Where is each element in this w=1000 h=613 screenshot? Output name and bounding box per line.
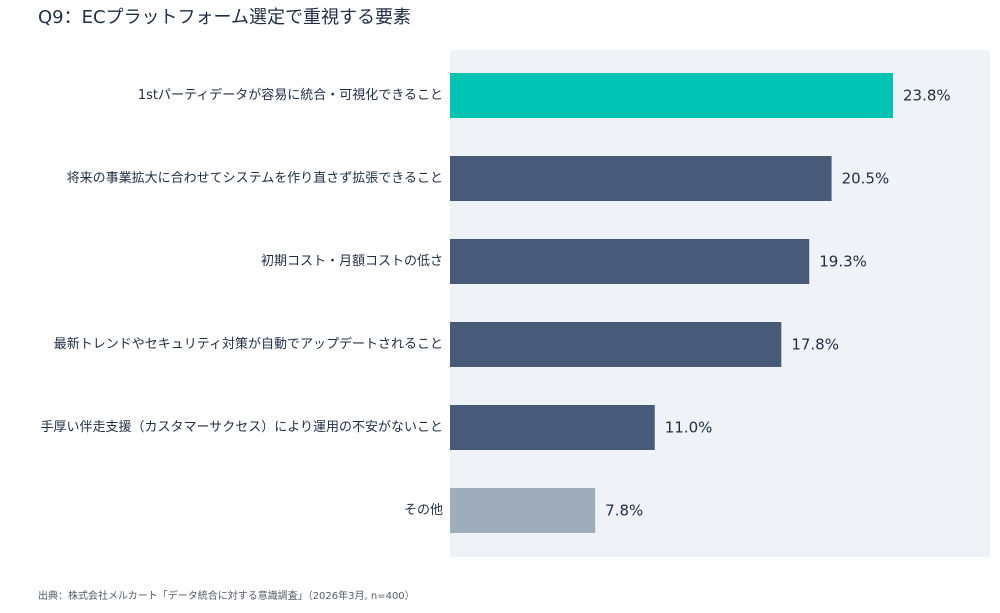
bar xyxy=(450,239,810,284)
value-label: 23.8% xyxy=(903,87,951,105)
category-label: 手厚い伴走支援（カスタマーサクセス）により運用の不安がないこと xyxy=(41,420,443,435)
category-label: 1stパーティデータが容易に統合・可視化できること xyxy=(138,87,443,103)
bar xyxy=(450,322,782,367)
category-label: 最新トレンドやセキュリティ対策が自動でアップデートされること xyxy=(54,336,443,352)
category-label: 初期コスト・月額コストの低さ xyxy=(261,254,443,269)
source-note: 出典：株式会社メルカート「データ統合に対する意識調査」（2026年3月, n=4… xyxy=(38,591,415,602)
value-label: 20.5% xyxy=(842,170,890,188)
value-label: 7.8% xyxy=(605,502,643,520)
bar xyxy=(450,73,893,118)
category-label: その他 xyxy=(404,503,443,518)
chart-title: Q9：ECプラットフォーム選定で重視する要素 xyxy=(38,7,412,28)
plot-area-background xyxy=(450,50,990,557)
bar xyxy=(450,405,655,450)
value-label: 17.8% xyxy=(791,336,839,354)
category-label: 将来の事業拡大に合わせてシステムを作り直さず拡張できること xyxy=(67,170,443,186)
value-label: 11.0% xyxy=(665,419,713,437)
bar xyxy=(450,156,832,201)
value-label: 19.3% xyxy=(819,253,867,271)
bar xyxy=(450,488,596,533)
